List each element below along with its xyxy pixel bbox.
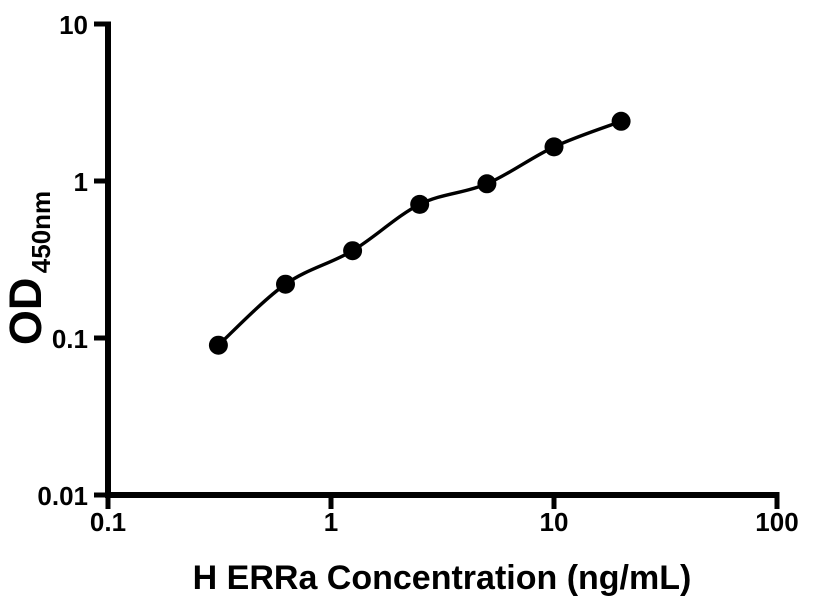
data-series <box>208 111 631 355</box>
y-tick-labels: 0.01 0.1 1 10 <box>37 10 88 511</box>
y-tick-label: 10 <box>59 10 88 40</box>
x-tick-label: 0.1 <box>90 507 126 537</box>
x-tick-label: 10 <box>540 507 569 537</box>
data-point-marker <box>477 174 497 194</box>
y-axis-title-subscript: 450nm <box>26 191 56 273</box>
axes <box>105 21 780 498</box>
data-point-marker <box>276 274 295 294</box>
x-tick-labels: 0.1 1 10 100 <box>90 507 799 537</box>
tick-marks <box>94 21 780 509</box>
x-axis-title: H ERRa Concentration (ng/mL) <box>193 559 692 597</box>
x-tick-label: 1 <box>324 507 338 537</box>
y-tick-label: 0.1 <box>52 324 88 354</box>
y-axis-title-main: OD <box>0 278 51 346</box>
y-tick-label: 0.01 <box>37 481 88 511</box>
data-point-marker <box>343 241 363 261</box>
y-axis-title: OD 450nm <box>0 191 56 345</box>
data-point-marker <box>611 111 631 131</box>
data-point-marker <box>410 194 430 214</box>
data-point-marker <box>544 137 564 157</box>
y-tick-label: 1 <box>74 167 88 197</box>
standard-curve-line <box>217 119 622 347</box>
x-tick-label: 100 <box>755 507 798 537</box>
data-point-marker <box>208 335 228 355</box>
